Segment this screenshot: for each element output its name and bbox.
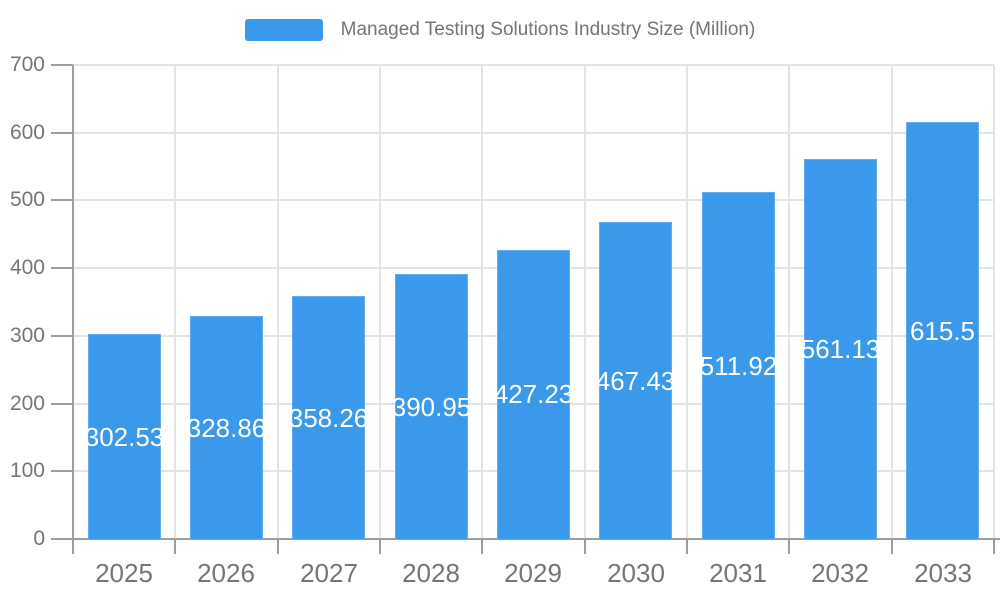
x-axis-tick bbox=[584, 539, 586, 554]
y-axis-tick bbox=[51, 470, 73, 472]
x-axis-tick bbox=[481, 539, 483, 554]
x-gridline bbox=[993, 65, 995, 539]
x-axis-tick bbox=[788, 539, 790, 554]
x-axis-tick bbox=[891, 539, 893, 554]
x-axis-label: 2030 bbox=[607, 558, 665, 588]
y-gridline bbox=[73, 199, 994, 201]
x-axis-label: 2027 bbox=[300, 558, 358, 588]
bar[interactable] bbox=[497, 250, 570, 539]
y-axis-tick bbox=[51, 132, 73, 134]
x-axis-label: 2033 bbox=[914, 558, 972, 588]
bar[interactable] bbox=[599, 222, 672, 539]
y-axis-tick bbox=[51, 199, 73, 201]
x-axis-tick bbox=[174, 539, 176, 554]
bar[interactable] bbox=[395, 274, 468, 539]
x-gridline bbox=[174, 65, 176, 539]
x-axis-line bbox=[73, 538, 1000, 540]
x-axis-label: 2032 bbox=[811, 558, 869, 588]
y-axis-tick bbox=[51, 335, 73, 337]
x-gridline bbox=[481, 65, 483, 539]
y-axis-label: 0 bbox=[33, 527, 45, 550]
y-axis-tick bbox=[51, 267, 73, 269]
y-axis-tick bbox=[51, 64, 73, 66]
y-axis-label: 700 bbox=[9, 53, 45, 76]
y-axis-label: 100 bbox=[9, 459, 45, 482]
x-gridline bbox=[788, 65, 790, 539]
y-axis-tick bbox=[51, 403, 73, 405]
x-gridline bbox=[379, 65, 381, 539]
bar[interactable] bbox=[702, 192, 775, 539]
bar[interactable] bbox=[190, 316, 263, 539]
y-axis-label: 400 bbox=[9, 256, 45, 279]
y-axis-label: 500 bbox=[9, 188, 45, 211]
bar[interactable] bbox=[88, 334, 161, 539]
x-axis-label: 2028 bbox=[402, 558, 460, 588]
bar[interactable] bbox=[804, 159, 877, 539]
y-gridline bbox=[73, 132, 994, 134]
y-axis-label: 300 bbox=[9, 324, 45, 347]
x-gridline bbox=[686, 65, 688, 539]
x-axis-tick bbox=[686, 539, 688, 554]
y-axis-tick bbox=[51, 538, 73, 540]
x-axis-tick bbox=[72, 539, 74, 554]
x-axis-label: 2026 bbox=[197, 558, 255, 588]
x-axis-tick bbox=[993, 539, 995, 554]
legend-label: Managed Testing Solutions Industry Size … bbox=[340, 19, 756, 40]
bar[interactable] bbox=[906, 122, 979, 539]
y-axis-line bbox=[72, 65, 74, 539]
legend-swatch bbox=[244, 19, 323, 41]
y-axis-label: 200 bbox=[9, 392, 45, 415]
x-gridline bbox=[584, 65, 586, 539]
bar[interactable] bbox=[292, 296, 365, 539]
chart-legend[interactable]: Managed Testing Solutions Industry Size … bbox=[0, 13, 1000, 47]
y-axis-label: 600 bbox=[9, 121, 45, 144]
x-axis-label: 2031 bbox=[709, 558, 767, 588]
x-axis-tick bbox=[277, 539, 279, 554]
x-axis-tick bbox=[379, 539, 381, 554]
y-gridline bbox=[73, 64, 994, 66]
x-gridline bbox=[277, 65, 279, 539]
x-gridline bbox=[891, 65, 893, 539]
x-axis-label: 2025 bbox=[95, 558, 153, 588]
x-axis-label: 2029 bbox=[504, 558, 562, 588]
